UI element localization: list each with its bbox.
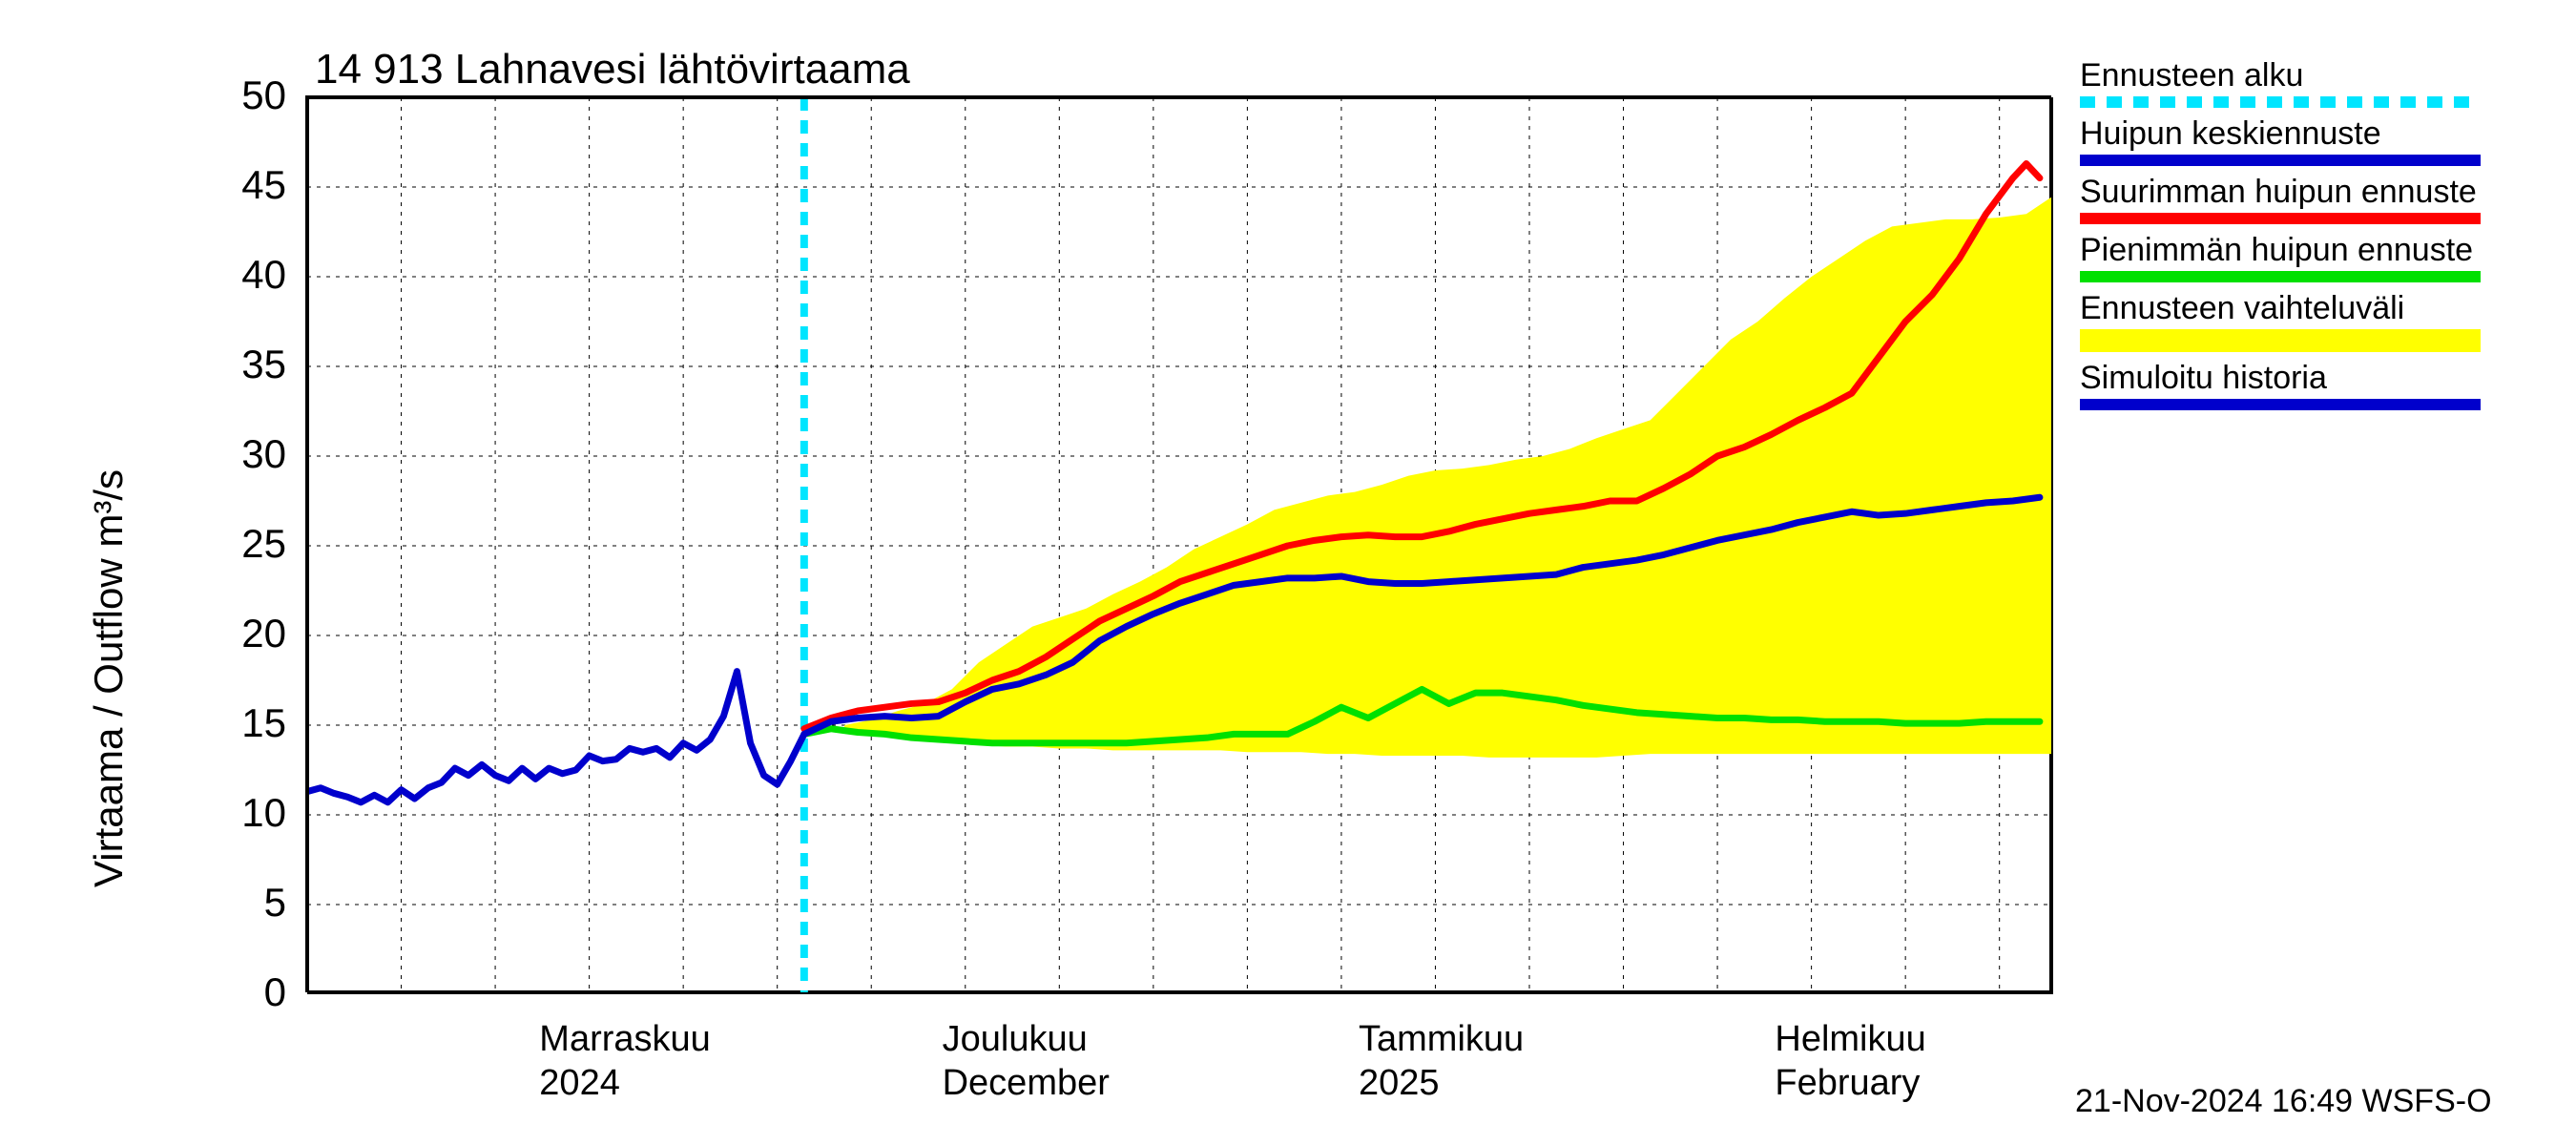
legend-swatch — [2080, 271, 2481, 282]
y-tick-label: 10 — [200, 790, 286, 836]
x-tick-label: Helmikuu — [1775, 1019, 1925, 1060]
y-tick-label: 15 — [200, 700, 286, 746]
legend-swatch — [2080, 213, 2481, 224]
y-axis-label: Virtaama / Outflow m³/s — [86, 469, 132, 887]
legend-label: Ennusteen vaihteluväli — [2080, 290, 2481, 327]
y-tick-label: 40 — [200, 252, 286, 298]
chart-title: 14 913 Lahnavesi lähtövirtaama — [315, 46, 910, 94]
legend-label: Simuloitu historia — [2080, 360, 2481, 397]
legend-swatch — [2080, 399, 2481, 410]
chart-footer: 21-Nov-2024 16:49 WSFS-O — [2075, 1083, 2492, 1120]
legend-label: Huipun keskiennuste — [2080, 115, 2481, 153]
y-tick-label: 50 — [200, 73, 286, 118]
legend-item: Huipun keskiennuste — [2080, 115, 2481, 166]
y-tick-label: 25 — [200, 521, 286, 567]
y-tick-label: 20 — [200, 611, 286, 656]
legend-item: Suurimman huipun ennuste — [2080, 174, 2481, 224]
legend-item: Ennusteen vaihteluväli — [2080, 290, 2481, 352]
y-tick-label: 0 — [200, 969, 286, 1015]
legend-label: Suurimman huipun ennuste — [2080, 174, 2481, 211]
plot-area — [305, 95, 2051, 992]
x-tick-label: Marraskuu — [539, 1019, 711, 1060]
legend-swatch — [2080, 96, 2481, 108]
legend-swatch — [2080, 155, 2481, 166]
x-tick-sublabel: 2024 — [539, 1063, 620, 1104]
legend: Ennusteen alku Huipun keskiennuste Suurimm… — [2080, 57, 2481, 418]
x-tick-label: Joulukuu — [943, 1019, 1088, 1060]
plot-svg — [307, 97, 2053, 994]
legend-item: Pienimmän huipun ennuste — [2080, 232, 2481, 282]
legend-label: Pienimmän huipun ennuste — [2080, 232, 2481, 269]
chart-container: 14 913 Lahnavesi lähtövirtaama Virtaama … — [0, 0, 2576, 1145]
y-tick-label: 30 — [200, 431, 286, 477]
x-tick-sublabel: 2025 — [1359, 1063, 1440, 1104]
x-tick-sublabel: February — [1775, 1063, 1920, 1104]
legend-item: Simuloitu historia — [2080, 360, 2481, 410]
legend-label: Ennusteen alku — [2080, 57, 2481, 94]
x-tick-sublabel: December — [943, 1063, 1110, 1104]
y-tick-label: 45 — [200, 162, 286, 208]
y-tick-label: 5 — [200, 880, 286, 926]
x-tick-label: Tammikuu — [1359, 1019, 1524, 1060]
y-tick-label: 35 — [200, 342, 286, 387]
legend-item: Ennusteen alku — [2080, 57, 2481, 108]
legend-swatch — [2080, 329, 2481, 352]
